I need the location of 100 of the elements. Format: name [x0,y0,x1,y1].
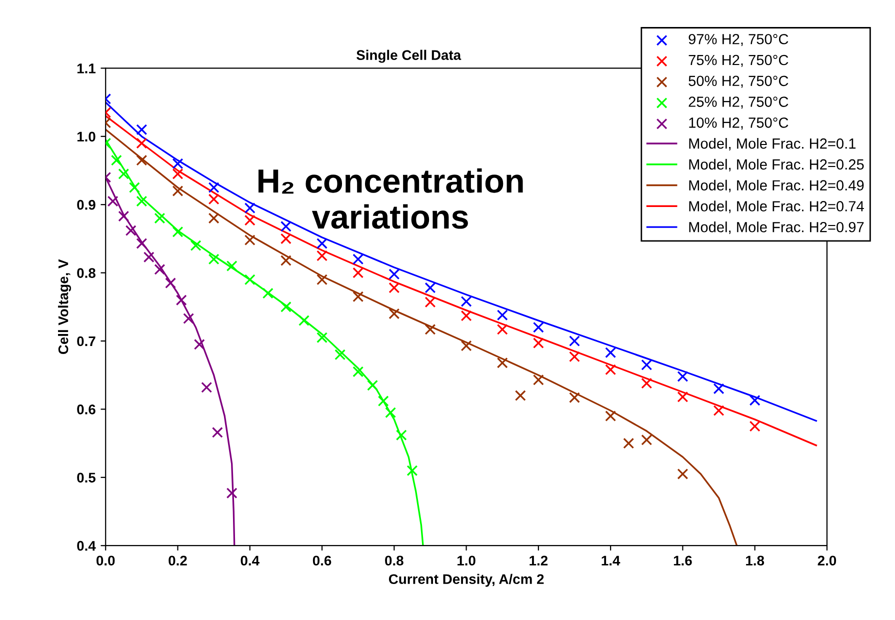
x-tick-label: 1.0 [458,556,476,566]
point [226,260,238,272]
point [110,154,122,166]
x-axis-title: Current Density, A/cm 2 [388,574,544,587]
point [605,347,616,358]
point [623,438,634,449]
x-tick-label: 1.8 [746,556,764,566]
point [208,212,220,224]
x-tick-label: 0.0 [96,556,115,566]
point [136,196,148,207]
point [194,338,205,350]
point [143,252,154,263]
point [208,182,220,194]
point [280,301,292,312]
legend-label: Model, Mole Frac. H2=0.74 [689,200,864,214]
legend-label: Model, Mole Frac. H2=0.49 [689,180,864,192]
point [569,336,580,346]
point [176,294,187,306]
point [460,340,472,352]
point [388,282,400,294]
point [212,426,223,438]
y-tick-label: 0.7 [77,336,96,346]
point [496,310,508,321]
legend-label: 50% H2, 750°C [688,76,788,88]
point [460,310,472,322]
point [749,420,760,432]
point [605,364,616,376]
point [316,332,328,344]
point [136,154,148,166]
y-tick-label: 0.5 [77,472,96,483]
point [244,202,256,214]
point [385,407,396,418]
point [125,225,136,236]
y-tick-label: 0.6 [77,404,96,414]
x-tick-label: 1.6 [674,556,692,566]
point [244,274,256,286]
line-series [106,128,738,546]
point [154,212,166,224]
point [172,158,184,170]
line-series [106,176,236,546]
point [569,351,580,362]
point [352,366,364,378]
point [378,396,389,407]
point [280,233,292,244]
point [424,282,436,294]
point [424,296,436,308]
point [352,291,364,302]
annotation: H₂ concentration variations [258,168,523,229]
point [396,430,407,441]
legend-label: 25% H2, 750°C [688,96,788,109]
y-axis-title: Cell Voltage, V [58,259,72,354]
point [713,383,724,394]
point [316,250,328,262]
point [226,488,238,499]
x-tick-label: 1.4 [602,556,620,566]
point [334,349,346,360]
point [352,267,364,278]
x-tick-label: 0.4 [240,556,260,566]
point [154,264,166,275]
x-tick-label: 0.8 [385,556,404,566]
point [532,338,544,349]
legend-label: Model, Mole Frac. H2=0.25 [689,158,864,172]
point [460,296,472,307]
point [172,185,184,196]
point [244,234,256,246]
point [388,308,400,320]
point [605,410,616,422]
legend-label: Model, Mole Frac. H2=0.97 [689,222,864,234]
point [118,168,130,180]
point [677,391,688,402]
point [641,434,652,446]
point [208,254,220,265]
point [190,240,202,252]
point [172,226,184,238]
point [316,274,328,286]
point [118,210,130,222]
point [280,255,292,266]
y-tick-label: 0.9 [77,200,96,210]
point [641,359,652,370]
point [128,182,140,194]
point [496,324,508,335]
point [183,313,194,324]
legend-label: 75% H2, 750°C [688,54,788,67]
y-tick-label: 0.8 [77,268,96,278]
y-tick-label: 1.0 [77,132,96,142]
point [172,168,184,180]
x-tick-label: 1.2 [530,556,548,566]
point [367,380,378,391]
point [352,254,364,265]
point [532,322,544,333]
point [280,220,292,232]
y-tick-label: 1.1 [77,64,96,74]
point [677,370,688,382]
chart-title: Single Cell Data [356,50,462,63]
x-tick-label: 2.0 [818,556,836,566]
legend-label: 10% H2, 750°C [689,118,788,130]
point [424,324,436,335]
point [136,124,148,136]
point [244,214,256,226]
x-tick-label: 0.2 [168,556,187,566]
